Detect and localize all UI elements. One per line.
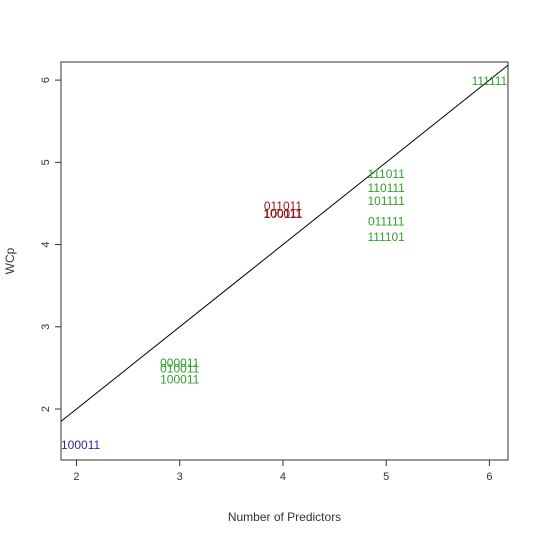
point-label: 110111: [367, 181, 405, 195]
x-axis: 2 3 4 5 6: [73, 460, 492, 483]
point-label: 011111: [368, 215, 405, 229]
point-label: 011011: [264, 199, 303, 213]
point-label: 111111: [472, 74, 508, 88]
point-label: 111011: [367, 167, 405, 181]
y-tick-label: 4: [40, 241, 52, 247]
point-labels: 1000110000110100111000110110111000111001…: [61, 74, 508, 452]
y-axis: 2 3 4 5 6: [40, 77, 61, 412]
y-tick-label: 3: [40, 324, 52, 330]
reference-line-group: [61, 64, 508, 422]
point-label: 100011: [263, 206, 302, 220]
x-axis-label: Number of Predictors: [228, 510, 341, 524]
x-tick-label: 3: [177, 471, 183, 483]
x-tick-label: 4: [280, 471, 286, 483]
point-label: 100011: [160, 372, 199, 386]
x-tick-label: 6: [486, 471, 492, 483]
x-tick-label: 5: [383, 471, 389, 483]
point-label: 010011: [160, 362, 199, 376]
reference-line: [61, 64, 508, 422]
point-label: 101111: [367, 194, 405, 208]
plot-frame: [60, 61, 509, 461]
y-axis-label: WCp: [3, 247, 17, 274]
x-tick-label: 2: [73, 471, 79, 483]
y-tick-label: 5: [40, 159, 52, 165]
point-label: 000011: [160, 356, 199, 370]
point-label: 100111: [264, 207, 303, 221]
point-label: 111101: [367, 230, 405, 244]
point-label: 100011: [61, 438, 100, 452]
y-tick-label: 6: [40, 77, 52, 83]
y-tick-label: 2: [40, 406, 52, 412]
